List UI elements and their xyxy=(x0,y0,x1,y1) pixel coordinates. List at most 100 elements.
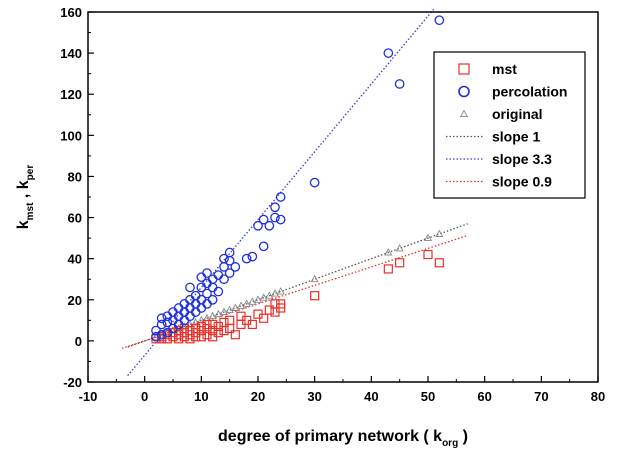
original-point xyxy=(219,307,229,316)
percolation-point xyxy=(434,15,445,26)
percolation-point xyxy=(168,307,178,317)
mst-point xyxy=(225,323,235,334)
legend-label: mst xyxy=(492,61,517,77)
original-point xyxy=(208,311,217,320)
y-axis-label-k1: k xyxy=(15,220,32,229)
x-tick-label: 0 xyxy=(141,389,148,404)
percolation-point xyxy=(202,268,212,278)
percolation-point xyxy=(241,253,252,264)
percolation-point xyxy=(213,286,224,297)
original-point xyxy=(423,233,433,242)
original-point xyxy=(259,293,268,301)
y-tick-label: 140 xyxy=(60,46,82,61)
mst-point xyxy=(225,315,235,325)
original-point xyxy=(310,274,319,283)
x-tick-label: 10 xyxy=(194,389,208,404)
legend-marker-swatch xyxy=(458,85,470,98)
original-point xyxy=(435,229,444,237)
mst-point xyxy=(247,319,257,330)
y-tick-label: 60 xyxy=(68,211,82,226)
x-tick-label: -10 xyxy=(79,389,98,404)
percolation-point xyxy=(230,262,241,272)
legend-label: slope 3.3 xyxy=(492,151,552,167)
original-point xyxy=(384,248,393,256)
x-tick-label: 80 xyxy=(591,389,605,404)
slope-lines xyxy=(121,8,468,377)
mst-point xyxy=(230,330,240,340)
percolation-point xyxy=(207,294,218,305)
legend-box xyxy=(433,51,586,199)
mst-point xyxy=(434,258,444,268)
percolation-point xyxy=(162,311,173,322)
y-tick-label: 20 xyxy=(68,293,82,308)
percolation-point xyxy=(173,303,184,313)
mst-point xyxy=(383,264,393,274)
x-tick-label: 30 xyxy=(307,389,321,404)
original-point xyxy=(248,297,257,305)
percolation-point xyxy=(270,212,280,223)
percolation-point xyxy=(219,274,229,285)
mst-point xyxy=(219,317,229,327)
percolation-point xyxy=(383,48,394,58)
original-point xyxy=(236,301,246,309)
percolation-point xyxy=(264,220,275,231)
y-tick-label: 80 xyxy=(68,169,82,184)
percolation-point xyxy=(275,214,286,225)
mst-point xyxy=(185,326,195,336)
percolation-point xyxy=(258,214,269,225)
original-point xyxy=(214,309,223,318)
percolation-point xyxy=(190,307,201,317)
original-point xyxy=(276,287,285,295)
legend-marker-swatch xyxy=(458,63,470,75)
percolation-point xyxy=(275,192,286,202)
x-tick-label: 20 xyxy=(251,389,265,404)
percolation-point xyxy=(190,290,201,301)
plot-frame xyxy=(87,11,599,383)
percolation-point xyxy=(185,282,195,293)
percolation-point xyxy=(190,299,201,309)
data-points xyxy=(151,15,445,344)
percolation-point xyxy=(309,177,320,188)
original-point xyxy=(265,291,274,299)
x-tick-label: 70 xyxy=(534,389,548,404)
y-tick-label: 120 xyxy=(60,87,82,102)
percolation-point xyxy=(173,311,184,322)
tick-labels: -10 0 10 20 30 40 50 60 70 80 -20 0 20 40 60 80 100 120 14… xyxy=(60,5,605,404)
percolation-point xyxy=(394,79,405,89)
percolation-point xyxy=(185,303,195,313)
mst-point xyxy=(276,299,286,309)
percolation-point xyxy=(207,274,218,285)
percolation-point xyxy=(258,241,269,252)
y-tick-label: -20 xyxy=(63,375,82,390)
percolation-point xyxy=(185,311,195,322)
original-point xyxy=(225,305,234,314)
percolation-point xyxy=(219,253,229,264)
legend-marker-swatch xyxy=(459,109,469,117)
original-point xyxy=(395,243,404,252)
y-axis-label-sub2: per xyxy=(25,165,36,181)
percolation-point xyxy=(253,220,263,231)
mst-point xyxy=(208,319,218,330)
percolation-point xyxy=(196,303,207,313)
mst-point xyxy=(196,321,206,332)
original-point xyxy=(231,303,240,311)
mst-point xyxy=(259,313,269,323)
original-point xyxy=(270,289,280,297)
original-point xyxy=(253,295,263,303)
percolation-point xyxy=(207,282,218,293)
x-tick-label: 60 xyxy=(477,389,491,404)
legend-label: slope 0.9 xyxy=(492,174,552,190)
percolation-point xyxy=(247,251,258,262)
y-axis-label-k2: k xyxy=(15,180,32,189)
y-axis-label: kmst , kper xyxy=(15,165,36,230)
x-axis-label-prefix: degree of primary network ( k xyxy=(218,428,442,445)
mst-point xyxy=(202,319,212,330)
y-tick-label: 40 xyxy=(68,252,82,267)
percolation-point xyxy=(202,299,212,309)
legend: mst percolation original slope 1 slope 3.3 sl… xyxy=(433,51,586,199)
x-axis-label: degree of primary network ( korg ) xyxy=(218,428,468,449)
legend-label: percolation xyxy=(492,84,567,100)
y-tick-label: 160 xyxy=(60,5,82,20)
percolation-point xyxy=(156,319,167,330)
